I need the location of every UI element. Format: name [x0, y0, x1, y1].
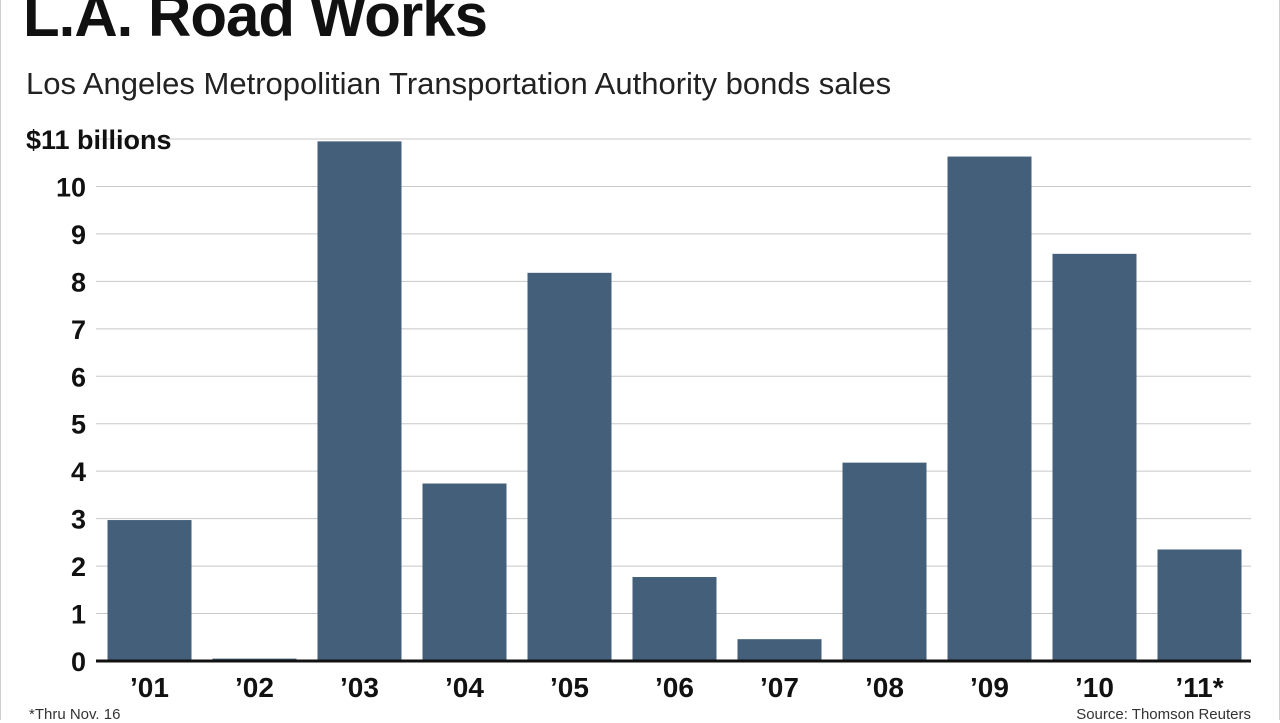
x-category-label: ’03 — [340, 672, 379, 703]
x-category-label: ’02 — [235, 672, 274, 703]
y-tick-label: 3 — [71, 505, 86, 535]
y-tick-label: 9 — [71, 220, 86, 250]
x-category-label: ’10 — [1075, 672, 1114, 703]
bar — [317, 141, 402, 661]
bar — [527, 272, 612, 661]
y-tick-label: 8 — [71, 267, 86, 297]
bar — [422, 483, 507, 661]
y-tick-label: $11 billions — [26, 125, 172, 155]
chart-title: L.A. Road Works — [23, 0, 488, 49]
y-tick-label: 6 — [71, 362, 86, 392]
x-category-label: ’07 — [760, 672, 799, 703]
chart-subtitle: Los Angeles Metropolitian Transportation… — [26, 66, 892, 101]
bar — [107, 520, 192, 661]
x-category-label: ’08 — [865, 672, 904, 703]
y-tick-label: 0 — [71, 647, 86, 677]
x-category-label: ’05 — [550, 672, 589, 703]
y-tick-label: 1 — [71, 600, 86, 630]
y-tick-label: 2 — [71, 552, 86, 582]
bar — [1052, 253, 1137, 661]
y-tick-label: 7 — [71, 315, 86, 345]
footnote: *Thru Nov. 16 — [29, 706, 121, 723]
x-category-label: ’04 — [445, 672, 484, 703]
y-tick-label: 4 — [71, 457, 86, 487]
bar — [737, 639, 822, 661]
x-category-label: ’06 — [655, 672, 694, 703]
bar — [842, 462, 927, 661]
x-category-label: ’09 — [970, 672, 1009, 703]
source-note: Source: Thomson Reuters — [1076, 706, 1251, 723]
x-category-label: ’01 — [130, 672, 169, 703]
bar — [947, 156, 1032, 662]
y-tick-label: 5 — [71, 410, 86, 440]
bar — [1157, 549, 1242, 661]
bar — [632, 577, 717, 661]
x-category-label: ’11* — [1175, 672, 1223, 703]
y-tick-label: 10 — [56, 172, 86, 202]
